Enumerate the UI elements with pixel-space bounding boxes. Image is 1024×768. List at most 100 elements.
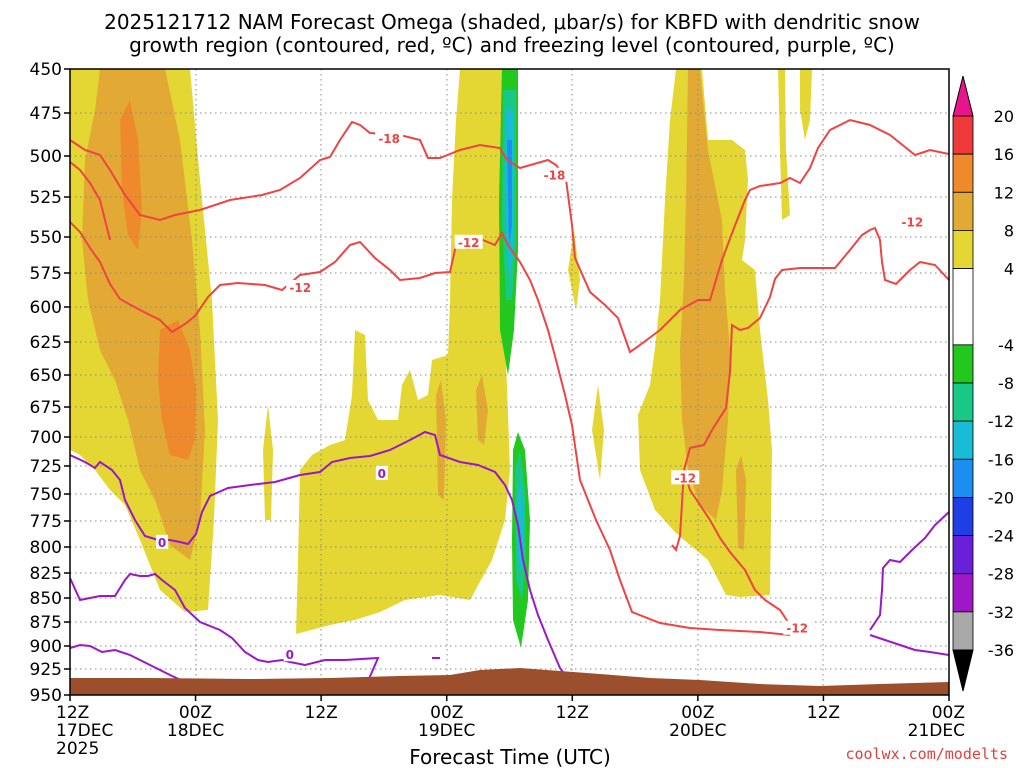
contour-label: 0 bbox=[378, 467, 386, 481]
y-tick-label: 450 bbox=[30, 60, 62, 80]
colorbar-band bbox=[952, 420, 974, 460]
x-tick-date: 20DEC bbox=[669, 721, 726, 741]
contour-label-bg bbox=[375, 130, 404, 145]
omega-region-strip-d bbox=[592, 385, 604, 480]
x-axis-title: Forecast Time (UTC) bbox=[409, 745, 611, 768]
colorbar: 20 16 12 8 4 -4 -8 -12 -16 -20 -24 -28 -32 -36 bbox=[952, 75, 1014, 692]
terrain-fill bbox=[70, 668, 949, 695]
colorbar-label: -8 bbox=[998, 374, 1014, 393]
y-tick-label: 550 bbox=[30, 228, 62, 248]
colorbar-band bbox=[952, 153, 974, 193]
omega-negative-core bbox=[499, 69, 530, 648]
colorbar-band bbox=[952, 115, 974, 155]
contour-label-bg bbox=[283, 647, 296, 662]
colorbar-label: -20 bbox=[988, 488, 1014, 507]
x-tick-date: 17DEC bbox=[56, 721, 113, 741]
omega-band-12-16 bbox=[120, 100, 196, 460]
colorbar-label: 4 bbox=[1004, 260, 1014, 279]
y-tick-label: 500 bbox=[30, 147, 62, 167]
colorbar-label: -12 bbox=[988, 412, 1014, 431]
contour-label: -12 bbox=[674, 471, 696, 485]
x-tick-time: 00Z bbox=[932, 703, 965, 723]
y-tick-label: 575 bbox=[30, 264, 62, 284]
colorbar-label: -24 bbox=[988, 527, 1014, 546]
x-tick-time: 12Z bbox=[556, 703, 589, 723]
colorbar-label: 8 bbox=[1004, 221, 1014, 240]
x-tick-time: 12Z bbox=[807, 703, 840, 723]
colorbar-band bbox=[952, 344, 974, 384]
freezing-contour-east bbox=[869, 511, 949, 631]
contour-label-bg bbox=[156, 534, 169, 549]
y-tick-label: 850 bbox=[30, 589, 62, 609]
freezing-contour-main bbox=[70, 430, 566, 676]
contour-label-bg bbox=[375, 465, 388, 480]
colorbar-top-triangle bbox=[952, 75, 974, 117]
omega-orange-upper bbox=[120, 100, 142, 250]
omega-region-central bbox=[296, 69, 510, 634]
contour-label: -18 bbox=[378, 132, 400, 146]
y-tick-label: 800 bbox=[30, 538, 62, 558]
colorbar-band bbox=[952, 230, 974, 269]
colorbar-label: -16 bbox=[988, 450, 1014, 469]
dgz-contour-minus12 bbox=[70, 221, 791, 636]
contour-labels: -18 -18 -12 -12 -12 -12 -12 0 0 0 bbox=[156, 130, 927, 662]
freezing-contour-lower bbox=[70, 572, 380, 686]
omega-region-strip-c bbox=[568, 230, 580, 310]
omega-region-strip-b bbox=[466, 500, 477, 585]
contour-label-bg bbox=[286, 279, 315, 294]
colorbar-band bbox=[952, 382, 974, 422]
y-tick-label: 700 bbox=[30, 428, 62, 448]
colorbar-band bbox=[952, 191, 974, 231]
colorbar-label: -36 bbox=[988, 641, 1014, 660]
omega-orange-lower bbox=[158, 320, 196, 460]
chart-title-line-2: growth region (contoured, red, ºC) and f… bbox=[129, 33, 895, 57]
x-tick-time: 12Z bbox=[305, 703, 338, 723]
y-tick-label: 875 bbox=[30, 613, 62, 633]
omega-region-strip-a bbox=[263, 405, 273, 520]
contour-label: 0 bbox=[286, 648, 294, 662]
y-tick-label: 725 bbox=[30, 457, 62, 477]
x-tick-time: 00Z bbox=[681, 703, 714, 723]
contour-label-bg bbox=[898, 214, 927, 229]
contour-label: 0 bbox=[158, 536, 166, 550]
y-tick-label: 475 bbox=[30, 104, 62, 124]
y-tick-label: 525 bbox=[30, 188, 62, 208]
contour-label-bg bbox=[540, 167, 569, 182]
y-tick-label: 675 bbox=[30, 398, 62, 418]
colorbar-band bbox=[952, 573, 974, 613]
colorbar-band bbox=[952, 268, 974, 346]
y-axis: 450 475 500 525 550 575 600 625 650 675 700 725 750 7… bbox=[30, 60, 70, 706]
colorbar-label: -28 bbox=[988, 565, 1014, 584]
y-tick-label: 650 bbox=[30, 366, 62, 386]
dgz-contour-minus12-east bbox=[671, 226, 949, 553]
chart-title-line-1: 2025121712 NAM Forecast Omega (shaded, μ… bbox=[104, 10, 920, 34]
x-tick-date: 19DEC bbox=[418, 721, 475, 741]
dgz-contour-minus12-west bbox=[70, 161, 111, 241]
contour-label: -12 bbox=[289, 281, 311, 295]
omega-gold-small-a bbox=[436, 380, 446, 500]
colorbar-label: 16 bbox=[994, 145, 1014, 164]
colorbar-label: -32 bbox=[988, 603, 1014, 622]
freezing-contour-east-b bbox=[869, 634, 949, 656]
colorbar-label: -4 bbox=[998, 336, 1014, 355]
omega-gold-small-b bbox=[736, 455, 746, 550]
x-tick-date: 18DEC bbox=[167, 721, 224, 741]
omega-region-east-c bbox=[800, 69, 812, 140]
y-tick-label: 900 bbox=[30, 637, 62, 657]
contour-label-bg bbox=[783, 620, 812, 635]
contour-label: -12 bbox=[458, 236, 480, 250]
contour-label-bg bbox=[671, 470, 700, 485]
x-tick-time: 00Z bbox=[179, 703, 212, 723]
contour-label-bg bbox=[454, 234, 483, 249]
y-tick-label: 950 bbox=[30, 686, 62, 706]
plot-frame bbox=[69, 68, 950, 696]
omega-gold-small-c bbox=[476, 375, 488, 445]
y-tick-label: 825 bbox=[30, 564, 62, 584]
colorbar-bottom-triangle bbox=[952, 649, 974, 692]
colorbar-label: 12 bbox=[994, 183, 1014, 202]
x-tick-time: 00Z bbox=[430, 703, 463, 723]
y-tick-label: 750 bbox=[30, 485, 62, 505]
y-tick-label: 775 bbox=[30, 512, 62, 532]
y-tick-label: 925 bbox=[30, 660, 62, 680]
